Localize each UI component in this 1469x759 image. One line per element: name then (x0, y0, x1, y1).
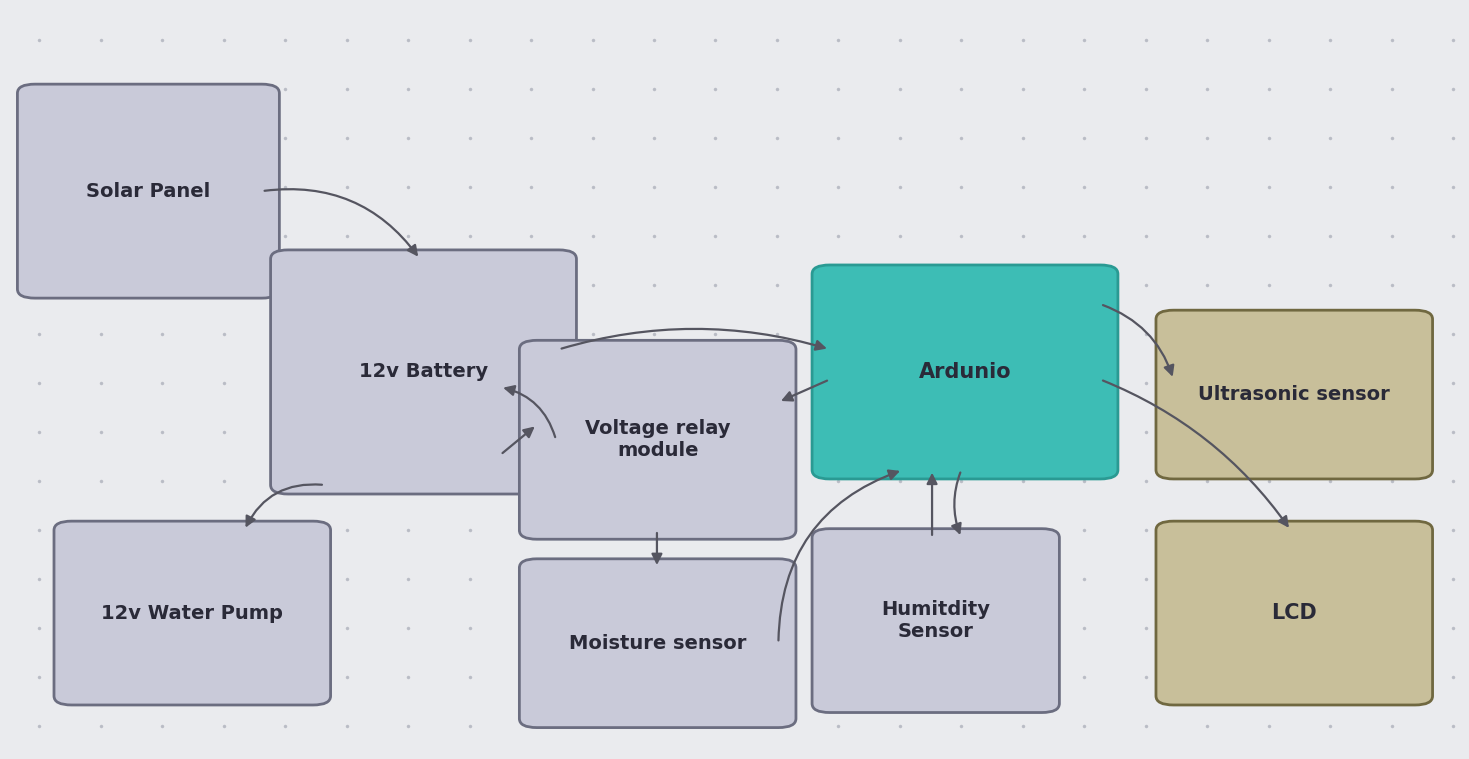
FancyBboxPatch shape (812, 529, 1059, 713)
Text: Ardunio: Ardunio (918, 362, 1011, 382)
FancyBboxPatch shape (18, 84, 279, 298)
Text: Ultrasonic sensor: Ultrasonic sensor (1199, 385, 1390, 404)
Text: 12v Battery: 12v Battery (358, 363, 488, 382)
FancyBboxPatch shape (1156, 310, 1432, 479)
FancyBboxPatch shape (1156, 521, 1432, 705)
FancyBboxPatch shape (270, 250, 576, 494)
Text: LCD: LCD (1271, 603, 1318, 623)
FancyBboxPatch shape (520, 559, 796, 728)
FancyBboxPatch shape (520, 340, 796, 539)
Text: 12v Water Pump: 12v Water Pump (101, 603, 284, 622)
Text: Solar Panel: Solar Panel (87, 181, 210, 200)
FancyBboxPatch shape (54, 521, 331, 705)
Text: Voltage relay
module: Voltage relay module (585, 419, 730, 460)
FancyBboxPatch shape (812, 265, 1118, 479)
Text: Humitdity
Sensor: Humitdity Sensor (881, 600, 990, 641)
Text: Moisture sensor: Moisture sensor (569, 634, 746, 653)
